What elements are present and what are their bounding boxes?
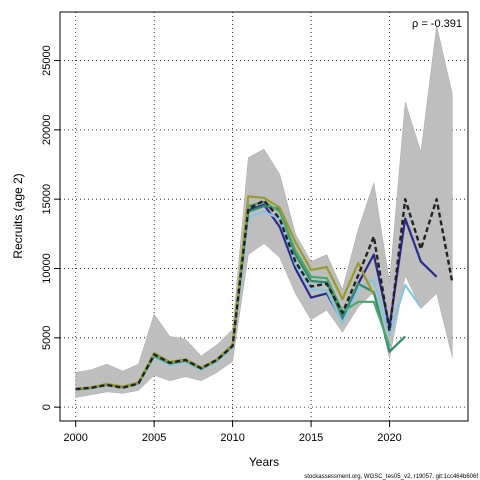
series-lines-layer xyxy=(75,195,454,391)
x-tick-label: 2015 xyxy=(299,432,323,444)
y-tick-label: 10000 xyxy=(41,253,53,284)
x-tick-label: 2020 xyxy=(377,432,401,444)
rho-annotation: ρ = -0.391 xyxy=(412,18,462,30)
y-axis-title: Recruits (age 2) xyxy=(11,173,25,258)
y-tick-label: 20000 xyxy=(41,115,53,146)
y-tick-label: 15000 xyxy=(41,184,53,215)
x-tick-label: 2005 xyxy=(142,432,166,444)
y-tick-label: 25000 xyxy=(41,45,53,76)
x-axis-title: Years xyxy=(249,455,279,469)
y-tick-label: 5000 xyxy=(41,326,53,350)
x-axis: 2000 2005 2010 2015 2020 xyxy=(63,421,402,444)
x-tick-label: 2000 xyxy=(63,432,87,444)
plot-frame xyxy=(59,11,469,422)
footer-note: stockassessment.org, WGSC_tes05_v2, r190… xyxy=(304,474,478,480)
y-tick-label: 0 xyxy=(41,404,53,410)
y-axis: 0 5000 10000 15000 20000 25000 xyxy=(41,45,60,410)
x-tick-label: 2010 xyxy=(220,432,244,444)
